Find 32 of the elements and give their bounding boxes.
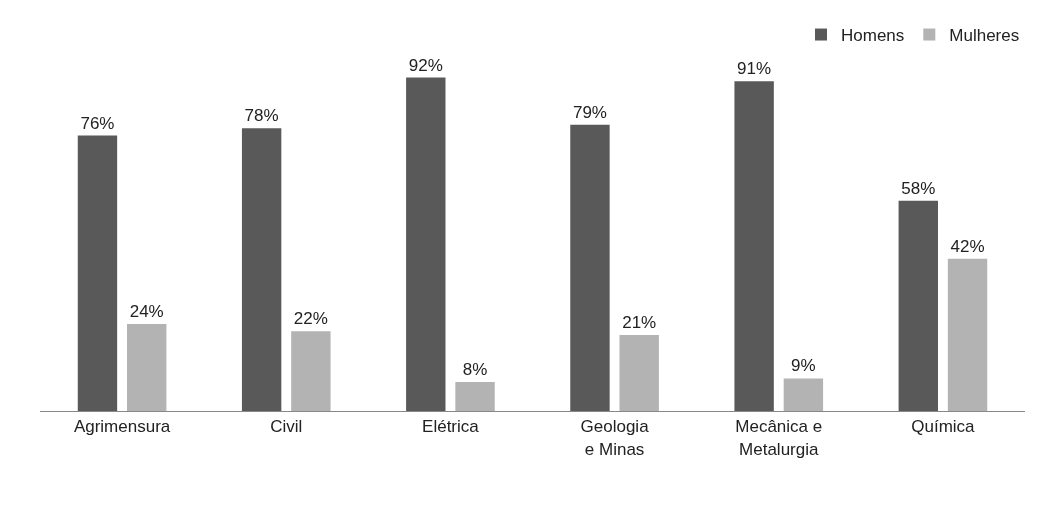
legend-label: Homens xyxy=(841,26,905,46)
x-tick-label: Elétrica xyxy=(422,417,480,437)
data-label: 92% xyxy=(408,55,443,75)
data-label: 9% xyxy=(791,356,816,376)
bar xyxy=(241,128,282,411)
data-label: 76% xyxy=(80,113,115,133)
data-label: 91% xyxy=(737,59,772,79)
bar xyxy=(570,124,610,411)
data-label: 42% xyxy=(950,236,985,256)
legend-label: Mulheres xyxy=(949,26,1020,46)
x-tick-label: Geologia e Minas xyxy=(580,417,650,459)
data-label: 22% xyxy=(293,309,328,329)
data-label: 21% xyxy=(622,312,657,332)
x-tick-label: Mecânica e Metalurgia xyxy=(735,417,823,459)
bar xyxy=(127,324,167,411)
bar xyxy=(291,331,331,411)
data-label: 78% xyxy=(244,106,279,126)
data-label: 58% xyxy=(901,178,936,198)
bar xyxy=(783,378,824,411)
x-tick-label: Civil xyxy=(270,417,303,437)
bar xyxy=(619,334,659,411)
data-label: 24% xyxy=(129,302,164,322)
bar xyxy=(734,81,774,411)
bar xyxy=(455,382,495,411)
data-label: 8% xyxy=(462,360,488,379)
bar xyxy=(77,135,118,411)
x-tick-label: Agrimensura xyxy=(73,417,171,437)
bar xyxy=(898,200,938,411)
x-tick-label: Química xyxy=(911,417,976,437)
bar xyxy=(406,77,446,411)
bar xyxy=(947,258,988,411)
data-label: 79% xyxy=(572,102,607,122)
